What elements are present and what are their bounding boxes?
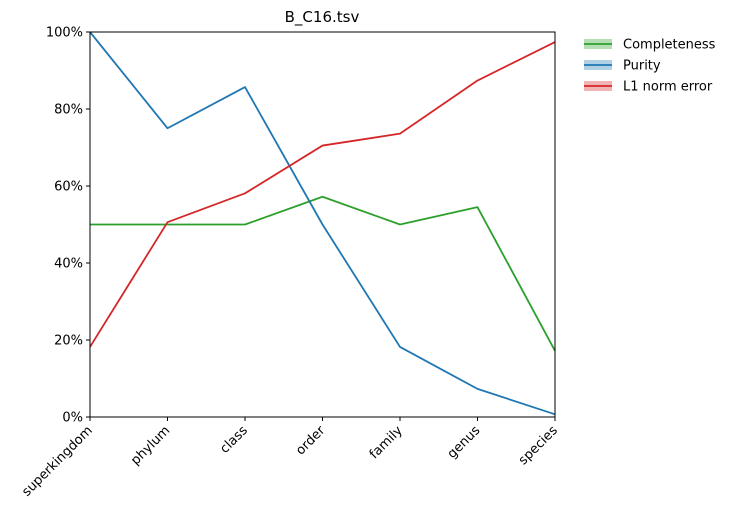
series-line-completeness	[90, 195, 556, 352]
y-tick-label: 60%	[54, 180, 83, 195]
y-tick-label: 80%	[54, 103, 83, 118]
x-tick-label: genus	[445, 423, 484, 462]
chart-title: B_C16.tsv	[285, 8, 360, 27]
x-axis: superkingdom phylum class order family genus s…	[19, 417, 561, 500]
legend-label: Completeness	[623, 38, 716, 53]
legend: Completeness Purity L1 norm error	[584, 38, 716, 95]
legend-label: L1 norm error	[623, 80, 713, 95]
legend-label: Purity	[623, 59, 661, 74]
y-tick-label: 20%	[54, 334, 83, 349]
x-tick-label: family	[367, 423, 406, 462]
x-tick-label: order	[293, 423, 329, 459]
x-tick-label: species	[516, 423, 561, 468]
y-tick-label: 40%	[54, 257, 83, 272]
legend-item: L1 norm error	[584, 80, 713, 95]
legend-item: Completeness	[584, 38, 716, 53]
x-tick-label: phylum	[128, 423, 173, 468]
x-tick-label: class	[217, 423, 251, 457]
series-line-l1-norm-error	[89, 41, 556, 348]
x-tick-label: superkingdom	[19, 423, 95, 499]
y-tick-label: 0%	[62, 411, 83, 426]
y-tick-label: 100%	[46, 26, 83, 41]
legend-item: Purity	[584, 59, 661, 74]
series-layer	[89, 31, 556, 416]
y-axis: 0% 20% 40% 60% 80% 100%	[46, 26, 90, 426]
series-line-purity	[89, 31, 556, 416]
